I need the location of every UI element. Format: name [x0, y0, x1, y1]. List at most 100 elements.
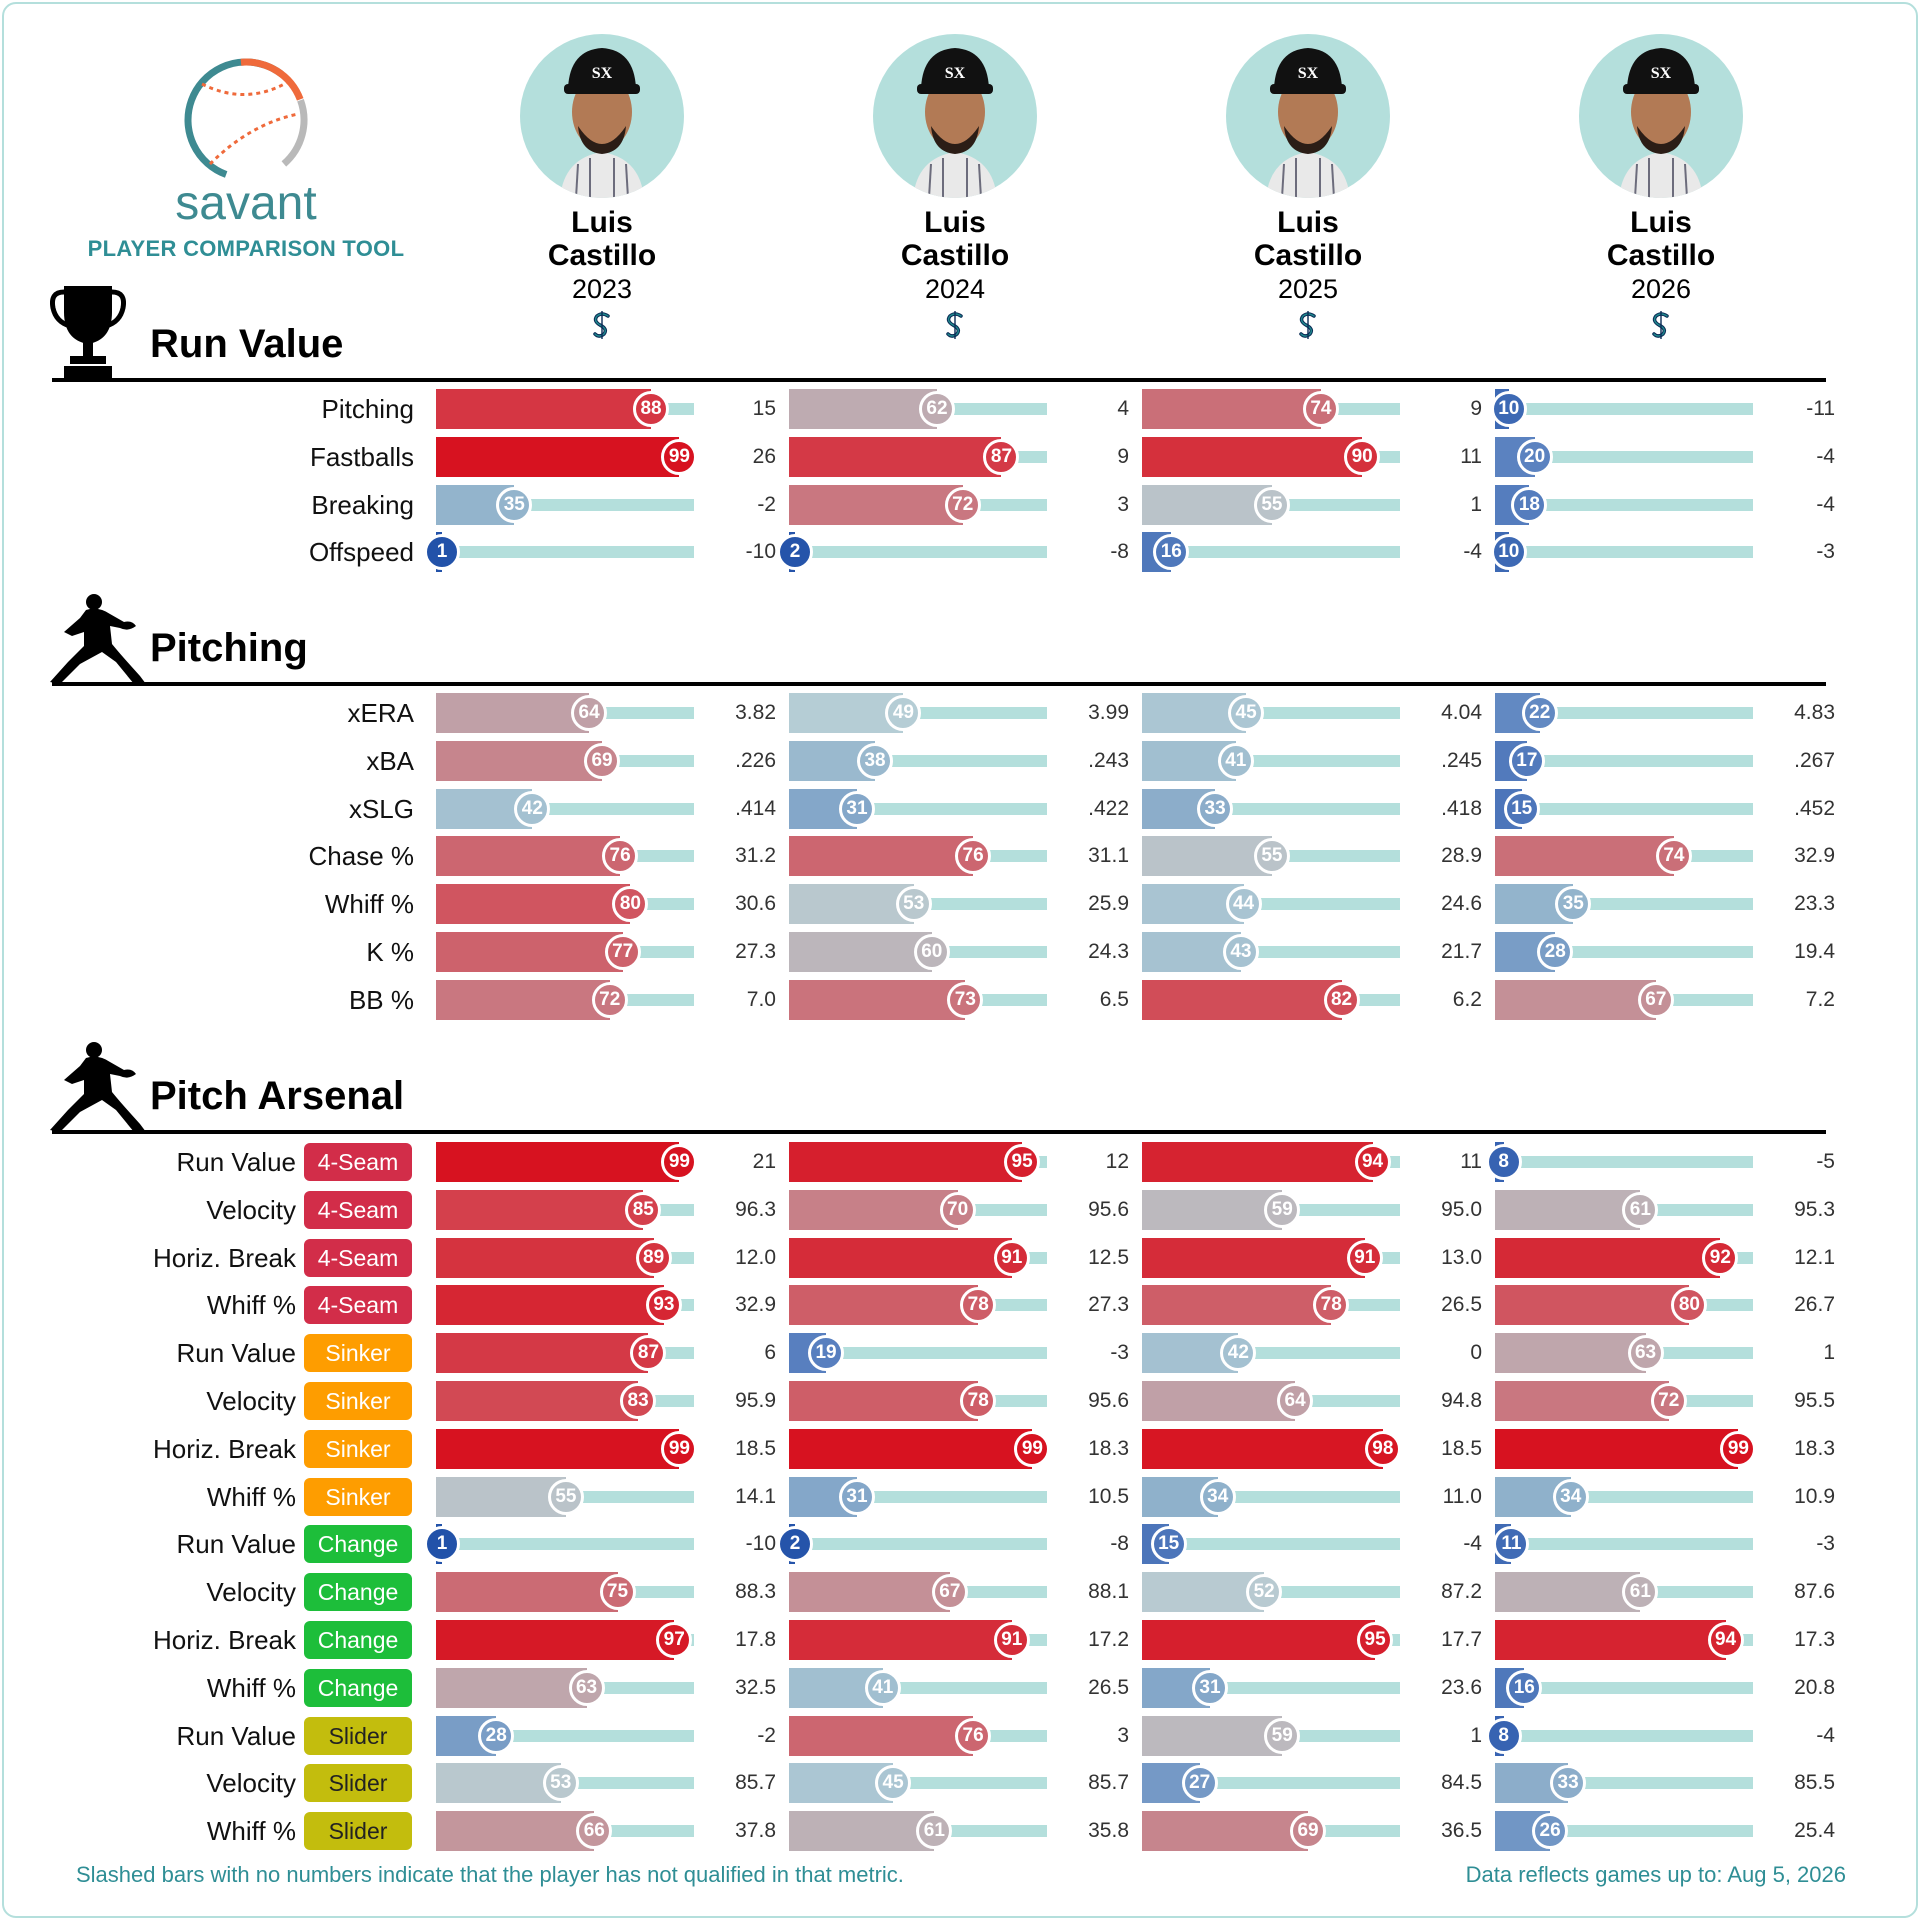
percentile-bar[interactable] — [789, 389, 937, 429]
percentile-badge: 55 — [1253, 486, 1290, 523]
metric-value: 12.0 — [735, 1245, 776, 1269]
percentile-bar[interactable] — [436, 1572, 618, 1613]
percentile-bar[interactable] — [789, 1620, 1012, 1660]
player-header-2026[interactable]: SX Luis Castillo 2026 — [1561, 34, 1761, 345]
percentile-badge: 55 — [1253, 838, 1290, 875]
percentile-bar[interactable] — [789, 1285, 979, 1326]
percentile-bar[interactable] — [1142, 389, 1321, 429]
percentile-track — [1142, 546, 1400, 559]
percentile-bar[interactable] — [436, 979, 610, 1020]
percentile-bar[interactable] — [436, 1428, 680, 1469]
percentile-badge: 99 — [661, 1144, 698, 1180]
metric-value: 26.7 — [1794, 1293, 1835, 1317]
percentile-bar[interactable] — [789, 884, 914, 925]
percentile-bar[interactable] — [1142, 1381, 1296, 1421]
percentile-bar[interactable] — [436, 1811, 595, 1852]
percentile-badge: 69 — [1290, 1813, 1327, 1850]
percentile-bar[interactable] — [436, 1476, 566, 1517]
percentile-bar[interactable] — [1495, 1285, 1690, 1326]
percentile-bar[interactable] — [1495, 979, 1656, 1020]
percentile-bar[interactable] — [436, 1189, 644, 1230]
percentile-badge: 92 — [1702, 1239, 1739, 1276]
percentile-bar[interactable] — [436, 932, 623, 972]
percentile-bar[interactable] — [789, 1811, 935, 1852]
metric-value: .226 — [735, 748, 776, 772]
percentile-bar[interactable] — [789, 1572, 950, 1613]
percentile-bar[interactable] — [436, 1667, 587, 1708]
metric-value: 11 — [1460, 444, 1482, 468]
percentile-bar[interactable] — [436, 1333, 649, 1374]
percentile-bar[interactable] — [1142, 484, 1272, 525]
percentile-bar[interactable] — [1142, 1142, 1373, 1182]
percentile-bar[interactable] — [789, 693, 904, 733]
percentile-bar[interactable] — [436, 1763, 561, 1804]
percentile-bar[interactable] — [436, 389, 652, 429]
percentile-track — [436, 546, 694, 559]
percentile-bar[interactable] — [1495, 1333, 1646, 1374]
player-headshot[interactable]: SX — [520, 34, 684, 198]
percentile-badge: 94 — [1707, 1622, 1744, 1658]
percentile-bar[interactable] — [789, 1237, 1012, 1278]
metric-value: 6.2 — [1452, 987, 1482, 1011]
percentile-bar[interactable] — [789, 1381, 979, 1421]
trophy-icon — [50, 286, 126, 380]
percentile-badge: 87 — [983, 438, 1020, 475]
percentile-bar[interactable] — [1142, 1237, 1365, 1278]
percentile-track — [1495, 403, 1753, 415]
percentile-bar[interactable] — [1495, 1381, 1669, 1421]
percentile-bar[interactable] — [789, 484, 963, 525]
player-header-2024[interactable]: SX Luis Castillo 2024 — [855, 34, 1055, 345]
percentile-bar[interactable] — [789, 1715, 974, 1756]
percentile-bar[interactable] — [436, 1381, 639, 1421]
percentile-bar[interactable] — [789, 979, 966, 1020]
percentile-bar[interactable] — [1495, 1620, 1726, 1660]
percentile-bar[interactable] — [1495, 1189, 1641, 1230]
percentile-bar[interactable] — [1495, 836, 1674, 877]
percentile-bar[interactable] — [1142, 1428, 1383, 1469]
player-headshot[interactable]: SX — [873, 34, 1037, 198]
percentile-bar[interactable] — [789, 1142, 1023, 1182]
percentile-bar[interactable] — [1142, 1620, 1376, 1660]
percentile-bar[interactable] — [789, 1189, 958, 1230]
percentile-bar[interactable] — [1142, 1285, 1332, 1326]
percentile-bar[interactable] — [436, 836, 621, 877]
percentile-bar[interactable] — [1142, 979, 1342, 1020]
percentile-bar[interactable] — [1495, 1237, 1721, 1278]
percentile-bar[interactable] — [1142, 1715, 1283, 1756]
metric-value: 84.5 — [1441, 1771, 1482, 1795]
player-headshot[interactable]: SX — [1226, 34, 1390, 198]
percentile-bar[interactable] — [436, 884, 631, 925]
metric-value: 17.7 — [1441, 1628, 1482, 1651]
percentile-bar[interactable] — [789, 436, 1002, 477]
percentile-bar[interactable] — [436, 740, 603, 781]
metric-value: 10.5 — [1088, 1484, 1129, 1508]
metric-value: 24.3 — [1088, 940, 1129, 963]
percentile-badge: 64 — [571, 695, 608, 731]
percentile-bar[interactable] — [1495, 1572, 1641, 1613]
percentile-bar[interactable] — [436, 1285, 664, 1326]
percentile-bar[interactable] — [1142, 436, 1363, 477]
metric-value: -4 — [1463, 540, 1482, 564]
percentile-bar[interactable] — [789, 1428, 1033, 1469]
player-headshot[interactable]: SX — [1579, 34, 1743, 198]
percentile-bar[interactable] — [436, 1620, 675, 1660]
player-header-2025[interactable]: SX Luis Castillo 2025 — [1208, 34, 1408, 345]
percentile-bar[interactable] — [436, 693, 590, 733]
percentile-track — [1495, 1538, 1753, 1551]
percentile-badge: 63 — [1627, 1335, 1664, 1372]
player-header-2023[interactable]: SX Luis Castillo 2023 — [502, 34, 702, 345]
metric-value: 1 — [1823, 1341, 1835, 1365]
percentile-bar[interactable] — [789, 932, 932, 972]
percentile-bar[interactable] — [1495, 1428, 1739, 1469]
percentile-bar[interactable] — [436, 1237, 654, 1278]
percentile-bar[interactable] — [436, 436, 680, 477]
percentile-bar[interactable] — [1142, 836, 1272, 877]
percentile-badge: 77 — [604, 934, 641, 970]
percentile-bar[interactable] — [789, 836, 974, 877]
percentile-badge: 1 — [424, 1526, 460, 1563]
percentile-bar[interactable] — [1142, 1189, 1283, 1230]
percentile-bar[interactable] — [1142, 1811, 1309, 1852]
percentile-bar[interactable] — [436, 1142, 680, 1182]
percentile-bar[interactable] — [1142, 1572, 1265, 1613]
percentile-badge: 19 — [808, 1335, 845, 1372]
